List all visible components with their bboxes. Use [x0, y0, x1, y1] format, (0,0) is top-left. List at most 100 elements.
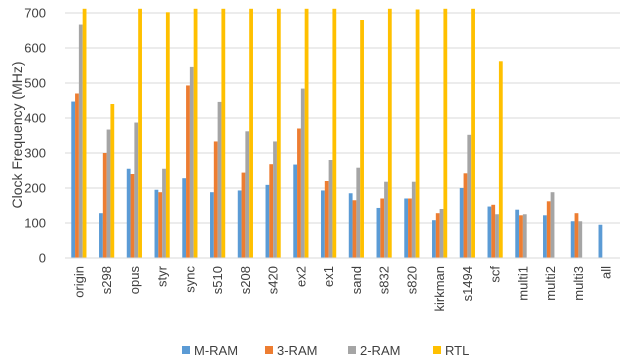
bar-2-ram — [411, 181, 416, 258]
bar-3-ram — [130, 174, 135, 258]
bar-3-ram — [519, 215, 523, 258]
bar-rtl — [498, 61, 503, 258]
bar-m-ram — [515, 209, 520, 258]
bar-3-ram — [574, 213, 579, 258]
bar-2-ram — [384, 181, 388, 258]
bar-m-ram — [487, 206, 492, 258]
y-tick-label: 500 — [24, 76, 46, 91]
legend-swatch — [265, 346, 273, 354]
bar-m-ram — [570, 221, 575, 258]
bar-3-ram — [352, 200, 357, 258]
bar-3-ram — [102, 153, 107, 258]
bar-3-ram — [269, 164, 274, 258]
bar-2-ram — [550, 192, 555, 258]
bar-3-ram — [491, 204, 496, 258]
y-tick-label: 200 — [24, 181, 46, 196]
bar-m-ram — [237, 190, 242, 258]
bar-m-ram — [154, 189, 159, 258]
bar-2-ram — [439, 209, 444, 258]
x-tick-label: multi2 — [543, 266, 558, 301]
legend-swatch — [182, 346, 190, 354]
bar-rtl — [387, 8, 392, 258]
bar-m-ram — [99, 213, 103, 258]
bar-3-ram — [380, 198, 385, 258]
bar-rtl — [193, 8, 198, 258]
x-tick-label: all — [599, 266, 614, 279]
bar-3-ram — [546, 201, 551, 258]
bar-3-ram — [297, 128, 301, 258]
x-tick-label: s832 — [377, 266, 392, 294]
y-tick-label: 100 — [24, 216, 46, 231]
bar-rtl — [249, 8, 253, 258]
bar-m-ram — [348, 193, 353, 258]
bar-2-ram — [245, 131, 250, 258]
bar-3-ram — [241, 172, 246, 258]
bar-2-ram — [300, 88, 305, 258]
bar-2-ram — [106, 129, 111, 258]
bar-2-ram — [578, 221, 583, 258]
bar-3-ram — [324, 181, 329, 258]
legend-label: 3-RAM — [277, 343, 317, 358]
bar-2-ram — [356, 167, 361, 258]
x-tick-label: s820 — [404, 266, 419, 294]
bar-2-ram — [189, 66, 194, 259]
bar-2-ram — [495, 214, 499, 258]
bar-3-ram — [213, 141, 218, 258]
y-tick-label: 400 — [24, 111, 46, 126]
legend-label: RTL — [445, 343, 469, 358]
bar-rtl — [138, 8, 142, 258]
bar-rtl — [443, 8, 448, 258]
y-tick-label: 700 — [24, 6, 46, 21]
x-tick-label: styr — [155, 265, 170, 287]
x-tick-label: sync — [182, 266, 197, 293]
bar-2-ram — [273, 141, 277, 258]
legend-label: 2-RAM — [360, 343, 400, 358]
y-tick-label: 0 — [39, 251, 46, 266]
legend-label: M-RAM — [194, 343, 238, 358]
x-tick-label: origin — [71, 266, 86, 298]
bar-m-ram — [459, 188, 464, 258]
bar-rtl — [304, 8, 309, 258]
bar-m-ram — [126, 168, 131, 258]
y-tick-label: 300 — [24, 146, 46, 161]
bar-m-ram — [598, 224, 603, 258]
bar-m-ram — [210, 192, 214, 258]
bar-2-ram — [328, 160, 333, 258]
bar-2-ram — [522, 214, 527, 258]
bar-2-ram — [78, 24, 83, 258]
legend-swatch — [348, 346, 356, 354]
x-tick-label: multi1 — [515, 266, 530, 301]
x-tick-label: opus — [127, 266, 142, 295]
bar-2-ram — [162, 168, 166, 258]
bar-rtl — [110, 104, 115, 258]
bar-2-ram — [217, 101, 222, 259]
x-tick-label: ex2 — [293, 266, 308, 287]
bar-rtl — [471, 8, 475, 258]
bar-3-ram — [435, 213, 440, 258]
legend: M-RAM 3-RAM 2-RAM RTL — [182, 343, 469, 358]
x-tick-label: s298 — [99, 266, 114, 294]
y-axis-ticks: 0 100 200 300 400 500 600 700 — [24, 6, 46, 266]
bar-m-ram — [265, 184, 270, 258]
bars — [71, 8, 603, 259]
x-tick-label: scf — [488, 266, 503, 283]
bar-2-ram — [134, 122, 139, 258]
bar-2-ram — [467, 134, 472, 258]
bar-rtl — [360, 20, 364, 258]
bar-rtl — [276, 8, 281, 258]
bar-3-ram — [186, 85, 190, 258]
bar-3-ram — [75, 93, 79, 258]
bar-rtl — [165, 12, 170, 258]
bar-m-ram — [432, 220, 436, 258]
bar-m-ram — [321, 190, 325, 258]
bar-rtl — [332, 8, 337, 258]
bar-rtl — [82, 8, 87, 258]
x-tick-label: sand — [349, 266, 364, 294]
x-tick-label: s208 — [238, 266, 253, 294]
bar-m-ram — [293, 164, 298, 258]
x-tick-label: s1494 — [460, 266, 475, 301]
y-tick-label: 600 — [24, 41, 46, 56]
bar-m-ram — [376, 207, 381, 258]
bar-m-ram — [182, 178, 187, 258]
x-axis-ticks: origin s298 opus styr sync s510 s208 s420 ex2 ex1… — [71, 265, 613, 311]
